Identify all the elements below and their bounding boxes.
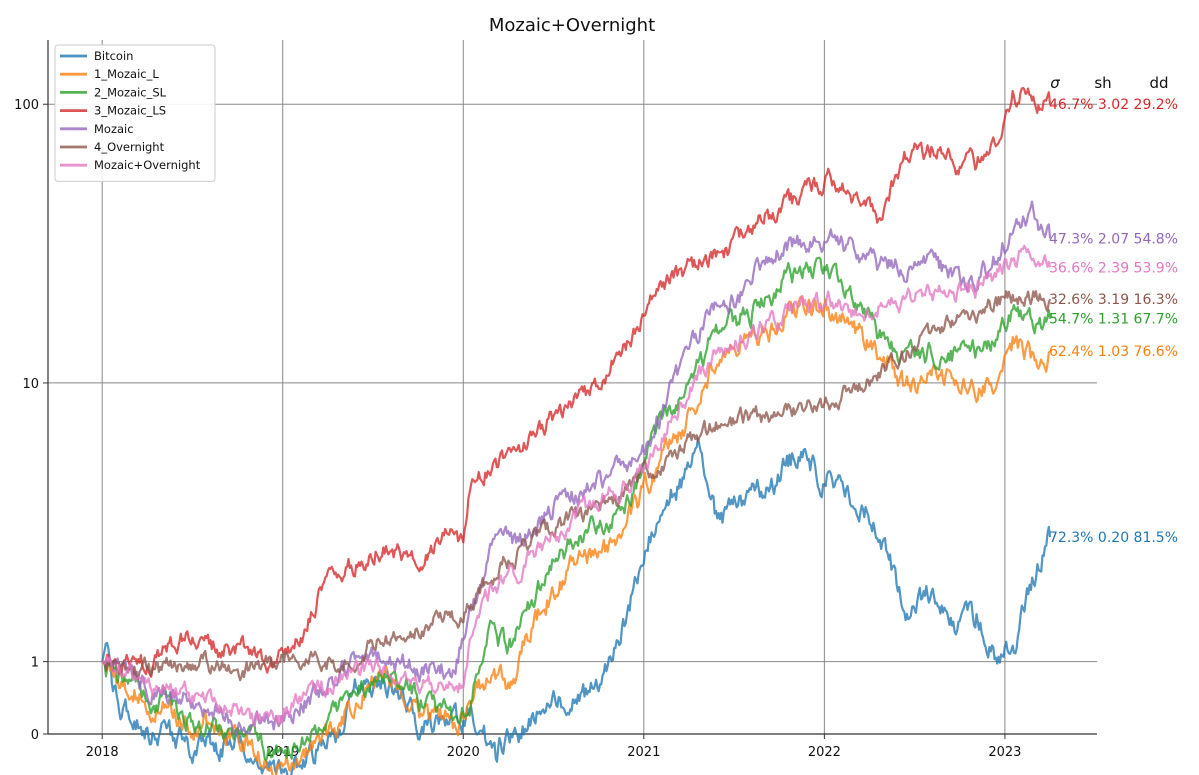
stat-annotation-2_Mozaic_SL: 54.7% 1.31 67.7%: [1049, 312, 1178, 328]
stat-annotation-Mozaic+Overnight: 36.6% 2.39 53.9%: [1049, 260, 1178, 276]
stat-header-1: sh: [1094, 74, 1111, 92]
series-line-2_Mozaic_SL: [101, 256, 1052, 762]
x-tick-label-2021: 2021: [627, 745, 660, 760]
x-tick-label-2018: 2018: [86, 745, 119, 760]
stat-annotation-Bitcoin: 72.3% 0.20 81.5%: [1049, 530, 1178, 546]
x-tick-label-2023: 2023: [988, 745, 1021, 760]
stat-annotations: 72.3% 0.20 81.5% 62.4% 1.03 76.6% 54.7% 1.…: [1049, 74, 1178, 546]
y-tick-label-100: 100: [14, 98, 39, 113]
chart-title: Mozaic+Overnight: [489, 15, 655, 36]
series-line-1_Mozaic_L: [101, 295, 1051, 775]
legend: Bitcoin 1_Mozaic_L 2_Mozaic_SL 3_Mozaic_LS M…: [54, 44, 216, 182]
legend-label-2_Mozaic_SL: 2_Mozaic_SL: [94, 85, 167, 99]
stat-header-0: σ: [1050, 74, 1060, 92]
y-ticks: 1 10 100 0: [14, 98, 48, 743]
series-line-Mozaic: [101, 200, 1052, 736]
legend-label-4_Overnight: 4_Overnight: [94, 140, 165, 154]
stat-annotation-1_Mozaic_L: 62.4% 1.03 76.6%: [1049, 344, 1178, 360]
legend-label-3_Mozaic_LS: 3_Mozaic_LS: [94, 104, 166, 118]
x-ticks: 2018 2019 2020 2021 2022 2023: [86, 734, 1021, 760]
legend-label-Bitcoin: Bitcoin: [94, 49, 133, 63]
legend-box: [54, 44, 216, 182]
stat-annotation-3_Mozaic_LS: 46.7% 3.02 29.2%: [1049, 97, 1178, 113]
stat-annotation-4_Overnight: 32.6% 3.19 16.3%: [1049, 292, 1178, 308]
y-tick-label-10: 10: [22, 377, 39, 392]
x-tick-label-2022: 2022: [808, 745, 841, 760]
series-line-4_Overnight: [101, 290, 1052, 682]
stat-annotation-Mozaic: 47.3% 2.07 54.8%: [1049, 231, 1178, 247]
series-line-Bitcoin: [101, 437, 1052, 775]
series-lines: [101, 86, 1052, 775]
legend-label-1_Mozaic_L: 1_Mozaic_L: [94, 67, 159, 81]
series-line-Mozaic+Overnight: [101, 244, 1052, 728]
x-tick-label-2020: 2020: [447, 745, 480, 760]
y-tick-label-1: 1: [31, 656, 39, 671]
y-tick-label-zero: 0: [31, 728, 39, 743]
stat-header-2: dd: [1149, 74, 1168, 92]
series-line-3_Mozaic_LS: [101, 86, 1052, 678]
legend-label-Mozaic+Overnight: Mozaic+Overnight: [94, 158, 201, 172]
legend-label-Mozaic: Mozaic: [94, 122, 134, 136]
